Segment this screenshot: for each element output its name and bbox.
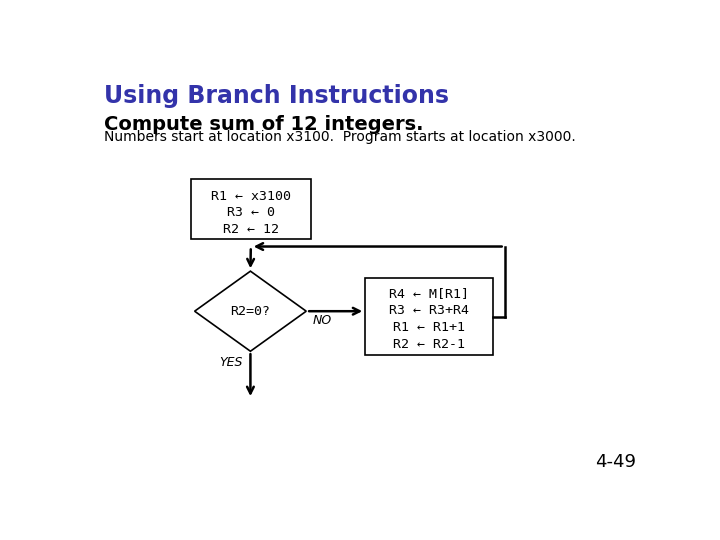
Text: 4-49: 4-49 [595,454,636,471]
Text: R3 ← 0: R3 ← 0 [227,206,275,219]
Text: R2 ← R2-1: R2 ← R2-1 [393,338,465,351]
Text: R1 ← R1+1: R1 ← R1+1 [393,321,465,334]
Text: R2 ← 12: R2 ← 12 [222,224,279,237]
Text: R2=0?: R2=0? [230,305,271,318]
Text: YES: YES [220,356,243,369]
Text: R3 ← R3+R4: R3 ← R3+R4 [389,304,469,318]
Bar [365,278,493,355]
Text: Using Branch Instructions: Using Branch Instructions [104,84,449,108]
Text: NO: NO [312,314,332,327]
Text: R1 ← x3100: R1 ← x3100 [211,190,291,202]
Text: Compute sum of 12 integers.: Compute sum of 12 integers. [104,115,423,134]
Bar [191,179,311,239]
Text: R4 ← M[R1]: R4 ← M[R1] [389,287,469,300]
Text: Numbers start at location x3100.  Program starts at location x3000.: Numbers start at location x3100. Program… [104,130,576,144]
Polygon shape [194,271,306,351]
